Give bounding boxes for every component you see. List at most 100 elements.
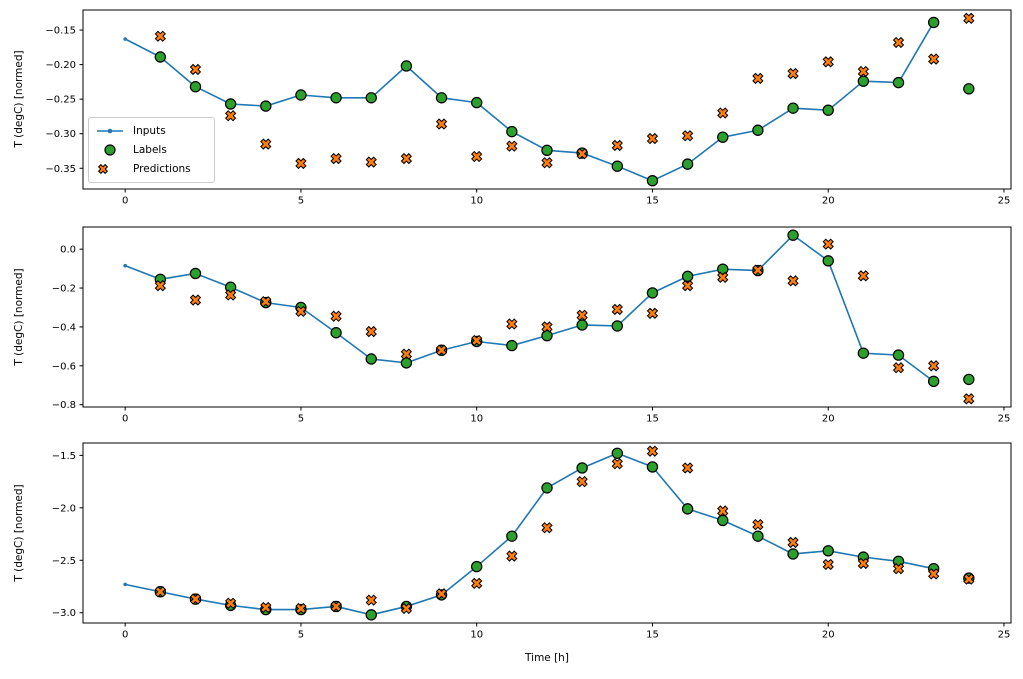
prediction-point bbox=[506, 550, 518, 562]
prediction-point bbox=[365, 325, 377, 338]
x-tick-label: 10 bbox=[470, 629, 483, 640]
label-point bbox=[576, 462, 588, 474]
prediction-point bbox=[681, 130, 694, 142]
prediction-point bbox=[611, 458, 623, 470]
y-axis-label-1: T (degC) [normed] bbox=[13, 50, 25, 148]
label-point bbox=[717, 514, 729, 527]
x-tick-label: 10 bbox=[470, 195, 483, 206]
prediction-point bbox=[576, 475, 588, 488]
prediction-point bbox=[787, 275, 799, 287]
prediction-point bbox=[189, 294, 202, 306]
prediction-point bbox=[963, 12, 975, 24]
x-tick-label: 5 bbox=[298, 413, 304, 424]
label-point bbox=[717, 131, 729, 143]
label-point bbox=[435, 92, 448, 104]
y-ticks-panel-2: 0.0 −0.2 −0.4 −0.6 −0.8 bbox=[52, 245, 83, 411]
label-point bbox=[681, 158, 694, 170]
y-ticks-panel-3: −1.5 −2.0 −2.5 −3.0 bbox=[52, 451, 83, 619]
x-tick-label: 5 bbox=[298, 195, 304, 206]
inputs-series-panel-1 bbox=[123, 20, 936, 183]
inputs-point bbox=[123, 582, 127, 587]
label-point bbox=[365, 92, 377, 104]
prediction-point bbox=[400, 152, 413, 165]
label-point bbox=[611, 447, 624, 459]
legend-label-labels: Labels bbox=[133, 144, 167, 156]
legend-item-predictions: Predictions bbox=[96, 161, 207, 177]
prediction-point bbox=[611, 303, 623, 316]
prediction-point bbox=[646, 445, 659, 457]
prediction-point bbox=[717, 505, 729, 517]
label-point bbox=[752, 530, 764, 542]
inputs-line-dot-marker-icon bbox=[96, 124, 124, 138]
subplot-3: 0 5 10 15 20 25 −1.5 −2.0 −2.5 −3.0 bbox=[52, 442, 1012, 640]
inputs-line bbox=[125, 452, 934, 616]
prediction-point bbox=[224, 110, 237, 122]
label-point bbox=[224, 98, 237, 110]
label-point bbox=[541, 482, 553, 494]
prediction-point bbox=[154, 30, 166, 42]
prediction-point bbox=[435, 344, 448, 356]
prediction-point bbox=[224, 289, 237, 301]
label-point bbox=[787, 102, 799, 114]
y-tick-label: −3.0 bbox=[52, 608, 76, 619]
label-point bbox=[541, 329, 553, 342]
prediction-point bbox=[892, 362, 905, 374]
subplot-2: 0 5 10 15 20 25 0.0 −0.2 −0.4 −0.6 −0.8 bbox=[52, 226, 1012, 424]
y-tick-label: −0.4 bbox=[52, 322, 76, 333]
predictions-series-panel-2 bbox=[154, 238, 975, 405]
prediction-point bbox=[787, 67, 799, 80]
label-point bbox=[681, 270, 694, 283]
prediction-point bbox=[822, 238, 834, 250]
prediction-point bbox=[752, 264, 764, 276]
x-tick-label: 15 bbox=[646, 413, 659, 424]
prediction-point bbox=[963, 573, 975, 585]
label-point bbox=[189, 81, 202, 93]
label-point bbox=[400, 357, 413, 369]
prediction-point bbox=[681, 462, 694, 474]
prediction-point bbox=[892, 36, 905, 49]
label-point bbox=[822, 104, 834, 116]
prediction-point bbox=[330, 310, 342, 322]
label-point bbox=[857, 75, 870, 87]
x-tick-label: 0 bbox=[122, 629, 128, 640]
prediction-point bbox=[330, 152, 342, 165]
y-tick-label: −0.6 bbox=[52, 361, 76, 372]
x-tick-label: 0 bbox=[122, 195, 128, 206]
y-tick-label: −0.20 bbox=[45, 60, 76, 71]
x-tick-label: 25 bbox=[998, 629, 1011, 640]
prediction-point bbox=[365, 594, 377, 606]
labels-series-panel-1 bbox=[154, 16, 975, 187]
x-tick-label: 25 bbox=[998, 413, 1011, 424]
label-point bbox=[927, 375, 940, 388]
prediction-point bbox=[541, 522, 553, 534]
prediction-point bbox=[260, 138, 272, 150]
label-point bbox=[576, 319, 588, 331]
labels-series-panel-3 bbox=[154, 447, 975, 621]
y-tick-label: −1.5 bbox=[52, 451, 76, 462]
prediction-point bbox=[787, 536, 799, 549]
label-point bbox=[857, 347, 870, 359]
label-point bbox=[963, 373, 975, 386]
y-tick-label: −2.0 bbox=[52, 503, 76, 514]
label-point bbox=[646, 175, 659, 187]
inputs-point bbox=[123, 263, 127, 268]
prediction-point bbox=[892, 563, 905, 575]
prediction-point bbox=[928, 53, 940, 65]
x-tick-label: 25 bbox=[998, 195, 1011, 206]
label-point bbox=[541, 144, 553, 156]
label-point bbox=[330, 327, 342, 339]
label-point bbox=[822, 255, 834, 267]
x-axis-label: Time [h] bbox=[525, 652, 569, 664]
x-tick-label: 20 bbox=[822, 195, 835, 206]
label-point bbox=[154, 51, 167, 63]
prediction-point bbox=[260, 601, 272, 614]
x-ticks-panel-1: 0 5 10 15 20 25 bbox=[122, 189, 1010, 206]
subplot-1: 0 5 10 15 20 25 −0.15 −0.20 −0.25 −0.30 −0.35 bbox=[45, 9, 1012, 206]
plot-border-panel-3 bbox=[82, 442, 1012, 624]
prediction-point bbox=[717, 271, 729, 284]
prediction-point bbox=[681, 280, 694, 292]
label-point bbox=[365, 609, 377, 621]
label-point bbox=[330, 92, 342, 104]
predictions-x-marker-icon bbox=[96, 162, 124, 176]
